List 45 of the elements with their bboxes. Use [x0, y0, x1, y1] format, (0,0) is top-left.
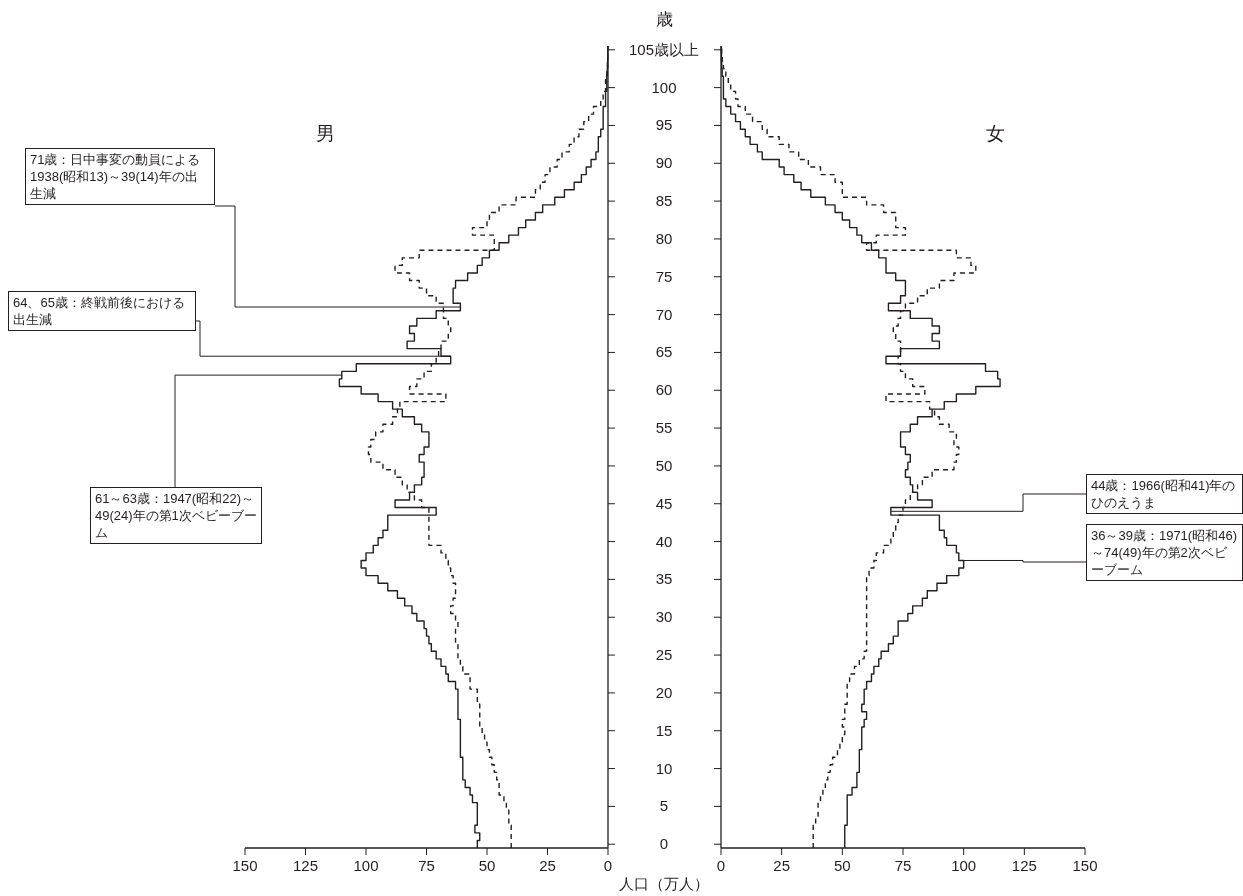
annotation: 71歳：日中事変の動員による1938(昭和13)～39(14)年の出生減	[25, 148, 215, 205]
x-axis-title: 人口（万人）	[619, 875, 709, 892]
y-tick-label: 25	[655, 646, 673, 664]
y-tick-label: 10	[655, 759, 673, 777]
y-tick-label: 65	[655, 343, 673, 361]
y-tick-label: 75	[655, 267, 673, 285]
x-tick-label: 0	[603, 857, 613, 874]
y-tick-label: 20	[655, 683, 673, 701]
y-tick-label: 55	[655, 419, 673, 437]
y-tick-label: 70	[655, 305, 673, 323]
y-tick-label: 50	[655, 456, 673, 474]
y-tick-label: 30	[655, 608, 673, 626]
y-tick-label: 90	[655, 154, 673, 172]
y-axis-title: 歳	[655, 10, 673, 29]
x-tick-label: 150	[1072, 857, 1098, 874]
y-tick-label: 95	[655, 116, 673, 134]
y-tick-label: 35	[655, 570, 673, 588]
y-tick-label: 15	[655, 721, 673, 739]
x-tick-label: 25	[773, 857, 791, 874]
y-tick-label: 60	[655, 381, 673, 399]
x-tick-label: 100	[951, 857, 977, 874]
y-tick-label: 105歳以上	[628, 40, 700, 58]
x-tick-label: 75	[418, 857, 435, 874]
x-tick-label: 25	[539, 857, 556, 874]
x-tick-label: 75	[894, 857, 912, 874]
y-tick-label: 100	[651, 78, 677, 96]
y-tick-label: 85	[655, 192, 673, 210]
x-tick-label: 0	[716, 857, 726, 874]
y-tick-label: 5	[659, 797, 669, 815]
x-tick-label: 50	[833, 857, 851, 874]
y-tick-label: 45	[655, 494, 673, 512]
y-tick-label: 40	[655, 532, 673, 550]
y-tick-label: 80	[655, 229, 673, 247]
text: 男	[315, 123, 335, 144]
x-tick-label: 50	[478, 857, 496, 874]
x-tick-label: 150	[232, 857, 258, 874]
x-tick-label: 125	[292, 857, 319, 874]
x-tick-label: 125	[1011, 857, 1037, 874]
annotation: 44歳：1966(昭和41)年のひのえうま	[1086, 474, 1243, 514]
x-tick-label: 100	[353, 857, 379, 874]
text: 女	[985, 123, 1005, 144]
annotation: 61～63歳：1947(昭和22)～49(24)年の第1次ベビーブーム	[90, 487, 262, 544]
y-tick-label: 0	[659, 835, 669, 853]
annotation: 36～39歳：1971(昭和46)～74(49)年の第2次ベビーブーム	[1086, 524, 1243, 581]
annotation: 64、65歳：終戦前後における出生減	[8, 291, 196, 331]
